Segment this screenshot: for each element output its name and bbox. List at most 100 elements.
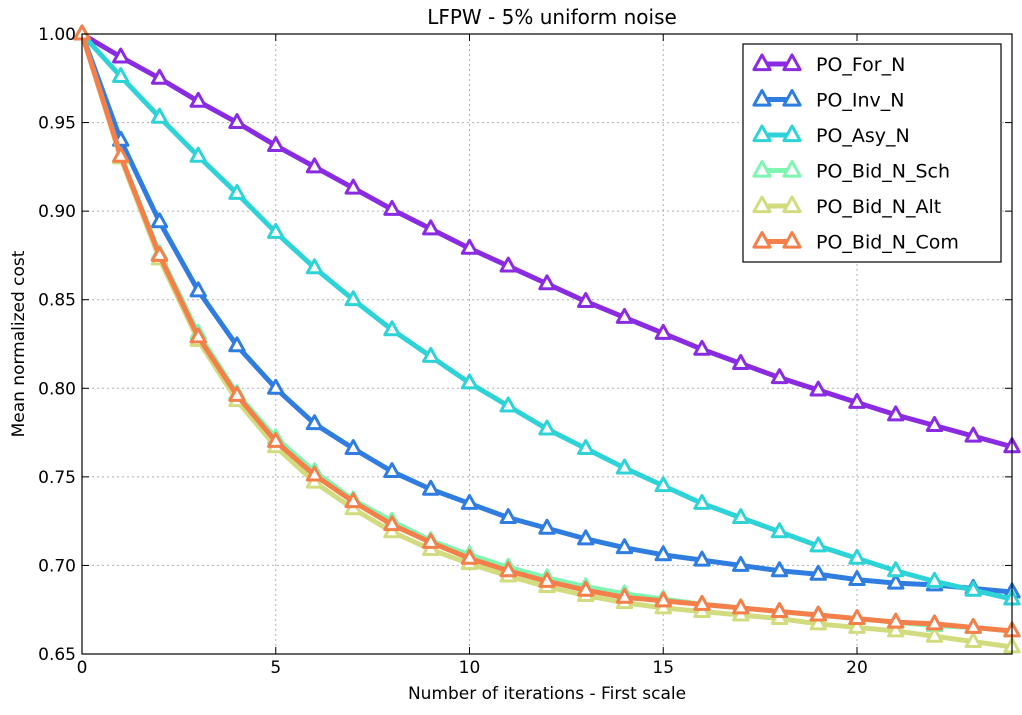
data-point-marker xyxy=(383,199,401,216)
data-point-marker xyxy=(848,570,866,587)
data-point-marker xyxy=(305,465,324,482)
legend-label: PO_Bid_N_Sch xyxy=(816,161,950,183)
data-point-marker xyxy=(422,346,440,363)
data-point-marker xyxy=(189,327,207,344)
data-point-marker xyxy=(538,571,556,588)
legend-marker xyxy=(782,195,802,214)
data-point-marker xyxy=(422,532,440,549)
data-point-marker xyxy=(732,555,750,572)
data-point-marker xyxy=(964,580,982,597)
legend-marker xyxy=(752,231,772,249)
y-tick-label: 1.00 xyxy=(38,25,76,45)
data-point-marker xyxy=(344,492,362,509)
data-point-marker xyxy=(693,339,711,356)
data-point-marker xyxy=(809,564,827,581)
data-point-marker xyxy=(422,219,440,236)
legend-label: PO_Bid_N_Alt xyxy=(816,196,941,218)
data-point-marker xyxy=(499,396,517,413)
data-point-marker xyxy=(499,256,517,273)
legend-marker xyxy=(782,53,802,72)
x-tick-label: 15 xyxy=(652,658,674,678)
legend-marker xyxy=(752,160,772,178)
data-point-marker xyxy=(112,47,130,64)
x-axis-label: Number of iterations - First scale xyxy=(408,684,686,704)
legend-marker xyxy=(752,124,772,143)
data-point-marker xyxy=(887,561,905,578)
data-point-marker xyxy=(809,536,827,553)
legend-label: PO_Inv_N xyxy=(816,90,905,112)
data-point-marker xyxy=(150,68,169,85)
data-point-marker xyxy=(925,571,944,588)
data-point-marker xyxy=(228,336,246,353)
data-point-marker xyxy=(344,439,362,455)
data-point-marker xyxy=(615,538,634,555)
data-point-marker xyxy=(305,258,324,275)
data-point-marker xyxy=(305,157,324,174)
y-tick-label: 0.85 xyxy=(38,291,76,311)
data-point-marker xyxy=(344,178,362,195)
y-tick-label: 0.75 xyxy=(38,468,76,488)
y-tick-label: 0.70 xyxy=(38,556,76,576)
legend: PO_For_N PO_Inv_N PO_Asy_N PO_Bid_N_Sch PO_B… xyxy=(742,43,1002,263)
data-point-marker xyxy=(654,323,672,340)
data-point-marker xyxy=(344,290,362,307)
x-tick-label: 5 xyxy=(270,658,281,678)
legend-marker xyxy=(752,53,772,72)
legend-entry: PO_Asy_N xyxy=(752,124,910,147)
legend-entry: PO_For_N xyxy=(752,53,905,76)
data-point-marker xyxy=(654,591,672,608)
data-point-marker xyxy=(538,419,556,436)
data-point-marker xyxy=(267,222,285,239)
data-point-marker xyxy=(305,414,324,431)
legend-entry: PO_Bid_N_Sch xyxy=(752,160,950,183)
data-point-marker xyxy=(577,439,595,455)
data-point-marker xyxy=(732,508,750,525)
data-point-marker xyxy=(150,212,169,229)
data-point-marker xyxy=(577,529,595,546)
data-point-marker xyxy=(693,550,711,567)
y-tick-label: 0.80 xyxy=(38,379,76,399)
data-point-marker xyxy=(848,617,866,634)
x-tick-label: 0 xyxy=(77,658,88,678)
data-point-marker xyxy=(460,373,479,390)
data-point-marker xyxy=(964,426,982,443)
data-point-marker xyxy=(848,392,866,409)
data-point-marker xyxy=(189,146,207,163)
data-point-marker xyxy=(189,281,207,298)
y-tick-label: 0.90 xyxy=(38,202,76,222)
legend-label: PO_For_N xyxy=(816,54,905,76)
data-point-marker xyxy=(732,353,750,370)
data-point-marker xyxy=(770,561,789,578)
data-point-marker xyxy=(925,614,944,631)
data-point-marker xyxy=(383,462,401,479)
legend-marker xyxy=(782,124,802,143)
data-point-marker xyxy=(538,274,556,291)
data-point-marker xyxy=(809,605,827,622)
data-point-marker xyxy=(848,609,866,626)
legend-marker xyxy=(782,89,802,107)
data-point-marker xyxy=(228,113,246,130)
legend-label: PO_Bid_N_Com xyxy=(816,232,959,254)
data-point-marker xyxy=(693,594,711,611)
data-point-marker xyxy=(848,548,866,565)
data-point-marker xyxy=(228,385,246,402)
data-point-marker xyxy=(732,598,750,615)
x-tick-label: 10 xyxy=(459,658,481,678)
data-point-marker xyxy=(499,561,517,578)
legend-marker xyxy=(782,160,802,178)
series-po-bid-n-com xyxy=(73,24,1021,638)
plot-area-frame xyxy=(81,33,1013,655)
data-point-marker xyxy=(964,632,982,649)
data-point-marker xyxy=(887,612,905,629)
y-tick-label: 0.95 xyxy=(38,114,76,134)
data-point-marker xyxy=(189,91,207,108)
y-axis-label: Mean normalized cost xyxy=(9,250,29,437)
legend-entry: PO_Inv_N xyxy=(752,89,905,112)
data-point-marker xyxy=(654,476,672,493)
data-point-marker xyxy=(499,508,517,525)
data-point-marker xyxy=(615,458,634,475)
data-point-marker xyxy=(577,580,595,597)
series-po-inv-n xyxy=(73,24,1021,599)
data-point-marker xyxy=(654,545,672,562)
